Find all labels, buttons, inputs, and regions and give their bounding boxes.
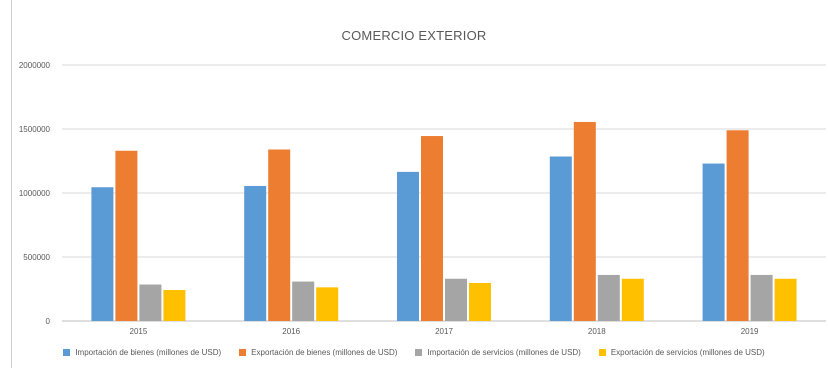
bar (421, 136, 443, 321)
bar (727, 130, 749, 321)
bar (775, 279, 797, 321)
bar (598, 275, 620, 321)
y-tick-label: 2000000 (19, 61, 51, 70)
bar (469, 283, 491, 321)
x-tick-label: 2015 (130, 327, 148, 336)
bar (574, 122, 596, 321)
bar (244, 186, 266, 321)
y-tick-label: 1000000 (19, 189, 51, 198)
x-tick-label: 2016 (282, 327, 300, 336)
legend-item: Exportación de bienes (millones de USD) (239, 348, 397, 357)
bar (292, 282, 314, 321)
x-tick-label: 2018 (588, 327, 606, 336)
bar (751, 275, 773, 321)
legend-item: Importación de bienes (millones de USD) (63, 348, 221, 357)
y-tick-label: 1500000 (19, 125, 51, 134)
bar (139, 285, 161, 321)
bar (397, 172, 419, 321)
legend-swatch (239, 349, 246, 356)
bar (622, 279, 644, 321)
legend-item: Importación de servicios (millones de US… (415, 348, 580, 357)
legend-label: Exportación de servicios (millones de US… (611, 348, 765, 357)
legend-item: Exportación de servicios (millones de US… (599, 348, 765, 357)
bar (91, 187, 113, 321)
x-tick-label: 2019 (741, 327, 759, 336)
y-tick-label: 500000 (23, 253, 50, 262)
bar (550, 157, 572, 321)
bar (316, 287, 338, 321)
legend-swatch (63, 349, 70, 356)
legend-swatch (415, 349, 422, 356)
legend-label: Importación de bienes (millones de USD) (75, 348, 221, 357)
y-tick-label: 0 (46, 317, 51, 326)
bar (703, 164, 725, 321)
legend-label: Importación de servicios (millones de US… (427, 348, 580, 357)
legend-label: Exportación de bienes (millones de USD) (251, 348, 397, 357)
bar (115, 151, 137, 321)
x-tick-label: 2017 (435, 327, 453, 336)
bar (268, 149, 290, 321)
legend-swatch (599, 349, 606, 356)
bar (163, 290, 185, 321)
chart-legend: Importación de bienes (millones de USD) E… (0, 348, 828, 357)
bar (445, 279, 467, 321)
